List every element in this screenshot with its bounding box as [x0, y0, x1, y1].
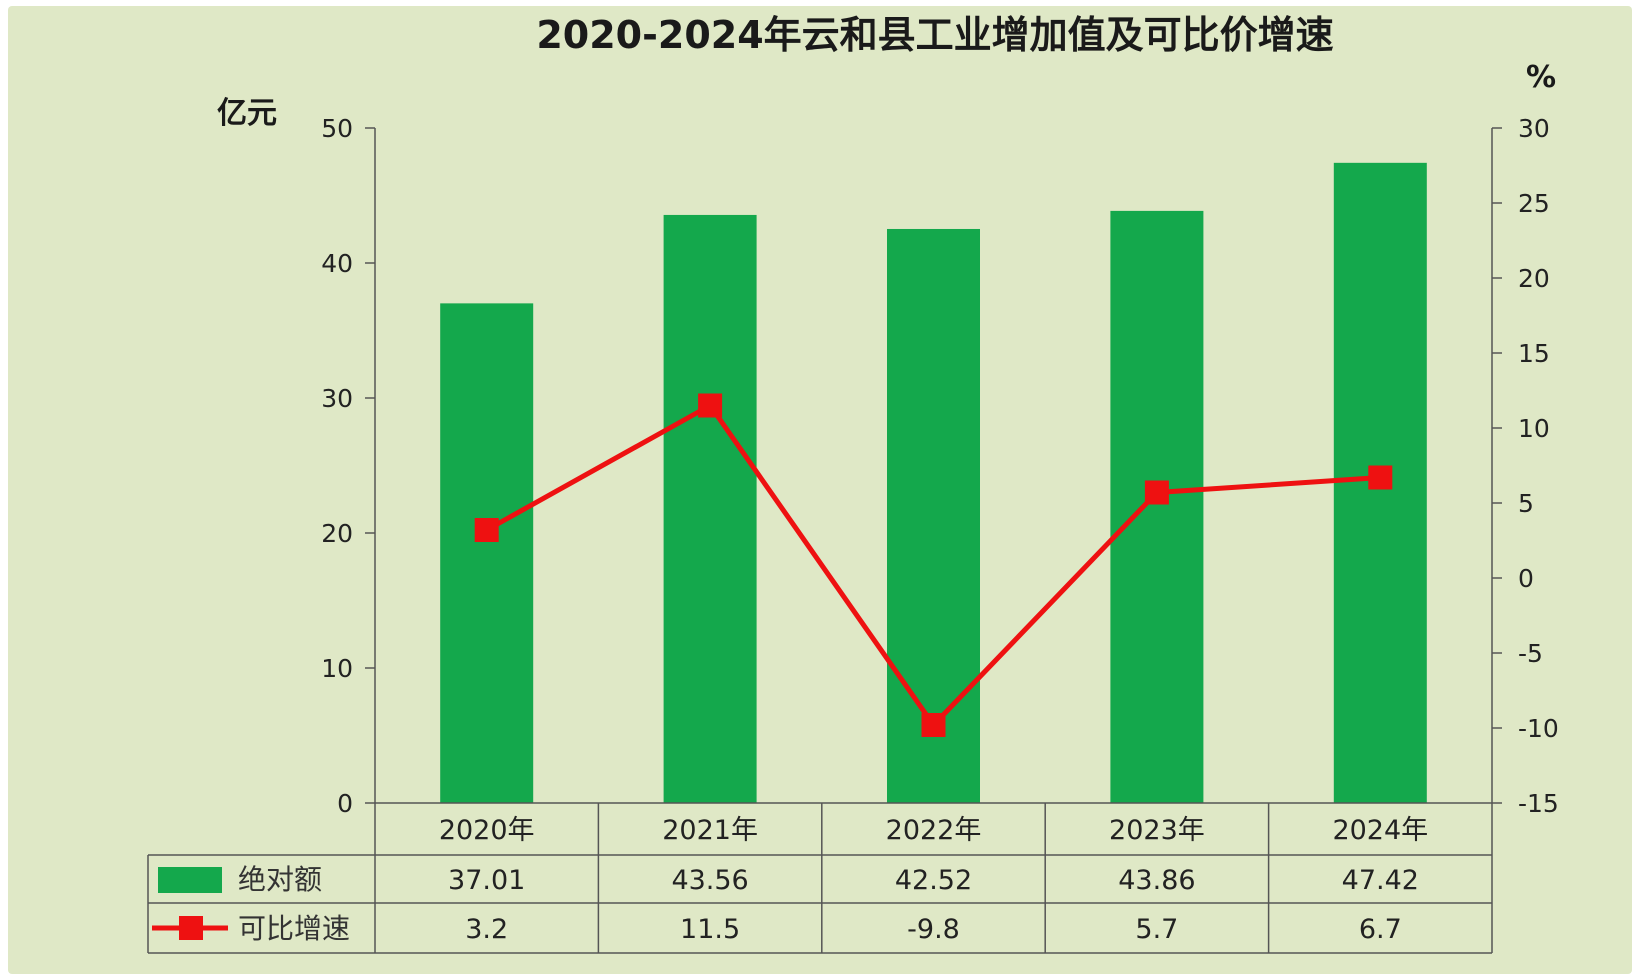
category-label: 2020年: [439, 815, 535, 846]
legend-line-marker: [179, 916, 203, 940]
chart-background: [8, 6, 1632, 974]
bar: [663, 214, 757, 803]
left-axis-tick-label: 20: [321, 519, 353, 548]
category-label: 2024年: [1332, 815, 1428, 846]
line-value-cell: 5.7: [1135, 914, 1178, 945]
bar: [887, 228, 980, 804]
bar-value-cell: 43.86: [1118, 865, 1195, 896]
data-table: 2020年 37.01 3.2 2021年 43.56 11.5 2022年 42.52 -9.…: [147, 802, 1493, 954]
line-value-cell: -9.8: [907, 914, 960, 945]
bar-value-cell: 42.52: [895, 865, 972, 896]
right-axis-tick-label: 0: [1518, 564, 1534, 593]
line-value-cell: 11.5: [680, 914, 740, 945]
line-series: [474, 393, 1393, 737]
line-point: [698, 393, 723, 418]
right-axis-tick-label: -5: [1518, 639, 1543, 668]
right-axis-tick-label: 30: [1518, 114, 1550, 143]
legend-bar-label: 绝对额: [238, 863, 322, 896]
line-value-cell: 6.7: [1359, 914, 1402, 945]
left-axis-tick-label: 30: [321, 384, 353, 413]
bar-value-cell: 37.01: [448, 865, 525, 896]
category-label: 2023年: [1109, 815, 1205, 846]
right-axis-tick-label: -10: [1518, 714, 1559, 743]
right-axis-tick-label: 5: [1518, 489, 1534, 518]
bar-value-cell: 43.56: [671, 865, 748, 896]
axes-group: 0 10 20 30 40 50 -15 -10 -5 0 5 10 15 20 25 30: [321, 114, 1559, 818]
category-label: 2021年: [662, 815, 758, 846]
left-axis-tick-label: 0: [337, 789, 353, 818]
left-axis-tick-label: 10: [321, 654, 353, 683]
chart-title: 2020-2024年云和县工业增加值及可比价增速: [536, 13, 1333, 57]
category-label: 2022年: [886, 815, 982, 846]
bar: [440, 303, 534, 803]
right-axis-tick-label: 10: [1518, 414, 1550, 443]
line-point: [921, 713, 946, 737]
line-point: [1368, 465, 1393, 490]
line-point: [474, 518, 499, 542]
legend-line-label: 可比增速: [238, 912, 350, 945]
left-axis-unit: 亿元: [217, 96, 277, 131]
line-point: [1144, 480, 1169, 505]
right-axis-unit: %: [1526, 60, 1556, 95]
legend-bar-key: [158, 867, 222, 893]
right-axis-tick-label: 15: [1518, 339, 1550, 368]
bar: [1110, 210, 1204, 803]
bar-value-cell: 47.42: [1342, 865, 1419, 896]
right-axis-tick-label: 20: [1518, 264, 1550, 293]
line-value-cell: 3.2: [465, 914, 508, 945]
left-axis-tick-label: 40: [321, 249, 353, 278]
left-axis-tick-label: 50: [321, 114, 353, 143]
right-axis-tick-label: -15: [1518, 789, 1559, 818]
right-axis-tick-label: 25: [1518, 189, 1550, 218]
